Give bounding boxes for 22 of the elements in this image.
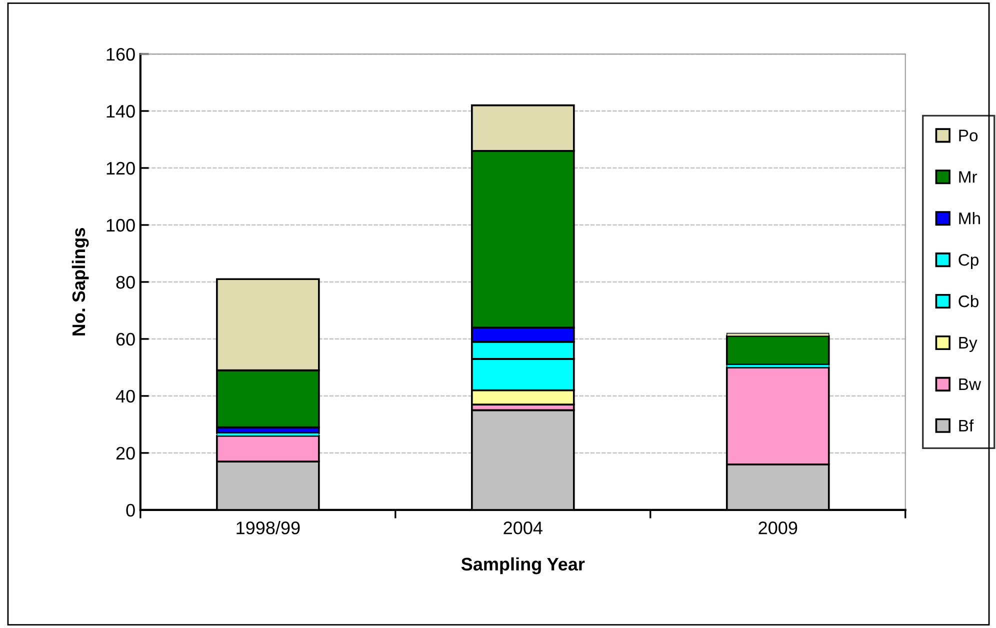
x-axis-title: Sampling Year [461, 557, 585, 574]
y-axis-title: No. Saplings [72, 228, 89, 336]
x-tick-label: 2009 [758, 522, 798, 534]
y-tick-label: 80 [116, 276, 135, 289]
legend-label: Mh [959, 212, 980, 224]
legend-label: Cp [958, 254, 978, 270]
y-tick-label: 100 [106, 218, 135, 232]
y-tick-label: 60 [116, 332, 135, 346]
y-tick-label: 120 [106, 162, 135, 175]
y-tick-label: 160 [106, 48, 135, 61]
legend-label: Bw [959, 378, 982, 390]
legend-label: Cb [958, 294, 978, 308]
x-tick-label: 2004 [504, 522, 542, 534]
legend-label: Mr [959, 171, 978, 183]
x-tick-label: 1998/99 [236, 521, 300, 534]
y-tick-label: 0 [126, 504, 135, 517]
y-tick-label: 40 [116, 390, 135, 403]
legend-label: Po [959, 130, 978, 142]
legend-label: By [959, 337, 978, 352]
y-tick-label: 20 [116, 446, 135, 460]
legend-label: Bf [959, 419, 974, 432]
y-tick-label: 140 [106, 104, 135, 118]
